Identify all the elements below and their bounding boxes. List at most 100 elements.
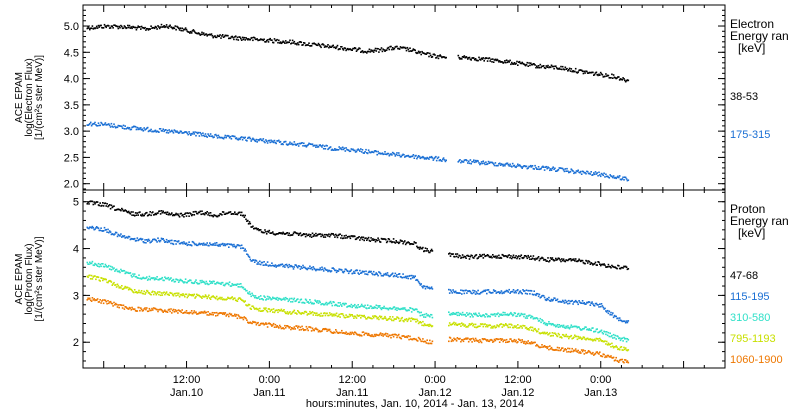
data-point xyxy=(416,318,418,321)
data-point xyxy=(110,204,113,207)
data-point xyxy=(494,315,497,317)
data-point xyxy=(498,254,500,257)
data-point xyxy=(560,65,562,68)
data-point xyxy=(108,124,111,127)
data-point xyxy=(612,266,615,268)
data-point xyxy=(424,316,427,318)
data-point xyxy=(275,266,277,268)
data-point xyxy=(252,259,254,261)
data-point xyxy=(122,210,125,212)
data-point xyxy=(486,292,488,295)
data-point xyxy=(303,329,305,332)
data-point xyxy=(291,143,294,146)
data-point xyxy=(252,137,254,140)
data-point xyxy=(455,340,458,342)
data-point xyxy=(416,246,419,249)
data-point xyxy=(600,303,603,305)
data-point xyxy=(295,325,297,327)
legend-title: Energy ran xyxy=(730,214,789,228)
data-point xyxy=(152,130,155,133)
data-point xyxy=(195,210,197,213)
data-point xyxy=(358,306,360,308)
data-point xyxy=(402,153,404,156)
data-point xyxy=(156,276,158,278)
data-point xyxy=(110,268,113,271)
data-point xyxy=(317,268,320,271)
data-point xyxy=(236,283,239,285)
data-point xyxy=(192,241,195,244)
data-point xyxy=(596,172,598,174)
data-point xyxy=(404,156,406,158)
data-point xyxy=(236,244,239,246)
data-point xyxy=(314,268,316,271)
data-point xyxy=(427,287,429,289)
data-point xyxy=(369,240,372,242)
data-point xyxy=(97,276,100,279)
data-point xyxy=(123,308,126,310)
data-point xyxy=(473,290,476,292)
data-point xyxy=(537,166,540,168)
data-point xyxy=(499,164,502,166)
data-point xyxy=(523,255,526,257)
data-point xyxy=(517,312,520,315)
data-point xyxy=(619,267,622,270)
data-point xyxy=(216,137,219,139)
data-point xyxy=(597,352,599,355)
data-point xyxy=(575,350,578,352)
data-point xyxy=(392,48,395,51)
data-point xyxy=(114,24,116,26)
data-point xyxy=(182,214,184,216)
data-point xyxy=(284,264,287,266)
data-point xyxy=(578,352,580,354)
data-point xyxy=(347,272,350,275)
data-point xyxy=(372,51,375,53)
data-point xyxy=(360,236,363,238)
data-point xyxy=(509,312,511,315)
data-point xyxy=(471,322,473,325)
data-point xyxy=(586,352,588,354)
data-point xyxy=(215,244,217,246)
data-point xyxy=(299,232,302,234)
data-point xyxy=(254,227,257,230)
data-point xyxy=(104,202,107,204)
data-point xyxy=(372,238,374,240)
data-point xyxy=(370,151,372,154)
data-point xyxy=(593,338,596,341)
data-point xyxy=(341,48,344,50)
data-point xyxy=(556,258,559,261)
data-point xyxy=(307,144,309,146)
data-point xyxy=(196,212,199,215)
data-point xyxy=(354,235,356,238)
data-point xyxy=(491,61,493,63)
data-point xyxy=(400,240,403,242)
data-point xyxy=(498,60,501,62)
data-series xyxy=(86,200,630,271)
data-point xyxy=(568,171,571,173)
data-point xyxy=(580,260,582,263)
data-point xyxy=(549,168,552,170)
data-point xyxy=(348,48,351,50)
data-point xyxy=(377,48,379,50)
data-point xyxy=(549,66,552,69)
data-point xyxy=(367,149,370,151)
plot-frame xyxy=(82,189,726,369)
data-point xyxy=(205,244,208,246)
data-point xyxy=(350,269,353,271)
data-point xyxy=(605,310,607,312)
data-point xyxy=(504,339,506,341)
data-point xyxy=(469,316,472,318)
data-point xyxy=(448,311,450,313)
data-point xyxy=(199,243,202,246)
data-point xyxy=(244,136,246,139)
data-point xyxy=(151,240,153,242)
data-point xyxy=(471,292,473,295)
data-point xyxy=(424,340,427,343)
data-point xyxy=(300,313,303,315)
data-point xyxy=(326,303,328,306)
data-point xyxy=(353,235,355,237)
data-point xyxy=(156,308,158,311)
data-point xyxy=(624,79,626,82)
data-point xyxy=(500,61,503,63)
data-point xyxy=(575,260,578,263)
data-point xyxy=(493,313,496,315)
